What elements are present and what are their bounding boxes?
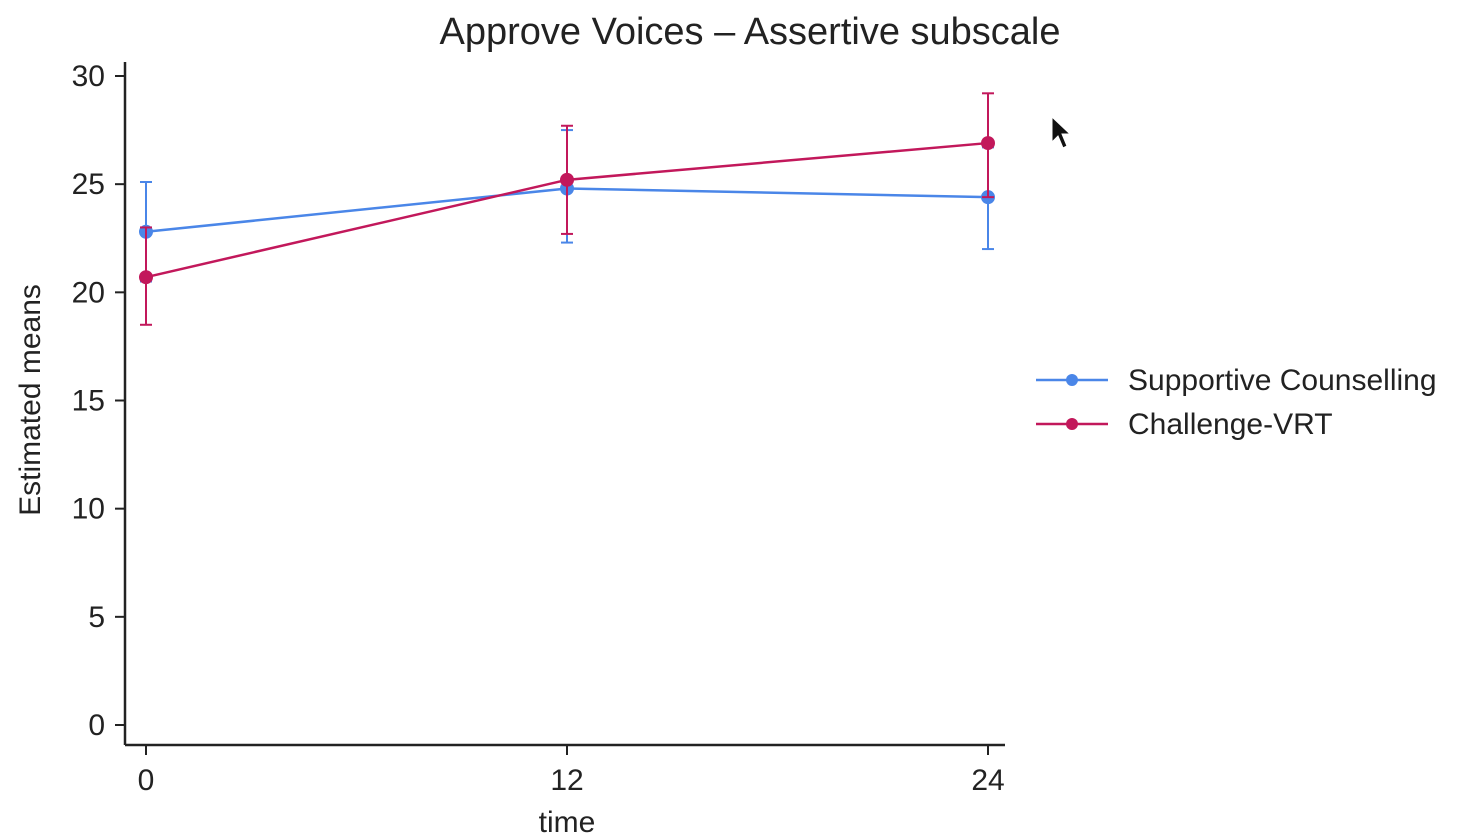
- x-tick-label: 0: [138, 764, 155, 797]
- legend-label: Supportive Counselling: [1128, 364, 1437, 397]
- x-tick-label: 12: [550, 764, 583, 797]
- x-ticks: 0 12 24: [138, 745, 1005, 797]
- y-tick-label: 20: [72, 276, 105, 309]
- legend-item: Challenge-VRT: [1036, 408, 1333, 441]
- chart-title: Approve Voices – Assertive subscale: [439, 11, 1060, 53]
- legend-label: Challenge-VRT: [1128, 408, 1333, 441]
- y-tick-label: 15: [72, 385, 105, 418]
- legend: Supportive Counselling Challenge-VRT: [1036, 364, 1437, 441]
- y-tick-label: 0: [88, 709, 105, 742]
- y-tick-label: 10: [72, 493, 105, 526]
- series-1: [139, 92, 995, 326]
- y-axis-label: Estimated means: [14, 284, 47, 516]
- mouse-pointer-icon: [1051, 115, 1072, 149]
- data-point: [139, 270, 153, 285]
- legend-swatch-marker: [1066, 374, 1078, 386]
- x-tick-label: 24: [971, 764, 1004, 797]
- axes: 0 5 10 15 20 25 30 0 12 24: [72, 60, 1005, 797]
- y-tick-label: 25: [72, 168, 105, 201]
- y-ticks: 0 5 10 15 20 25 30: [72, 60, 125, 742]
- plot-area: [139, 92, 995, 326]
- x-axis-label: time: [539, 806, 596, 838]
- data-point: [981, 136, 995, 151]
- y-tick-label: 30: [72, 60, 105, 93]
- legend-swatch-marker: [1066, 418, 1078, 430]
- legend-item: Supportive Counselling: [1036, 364, 1437, 397]
- data-point: [560, 172, 574, 187]
- y-tick-label: 5: [88, 601, 105, 634]
